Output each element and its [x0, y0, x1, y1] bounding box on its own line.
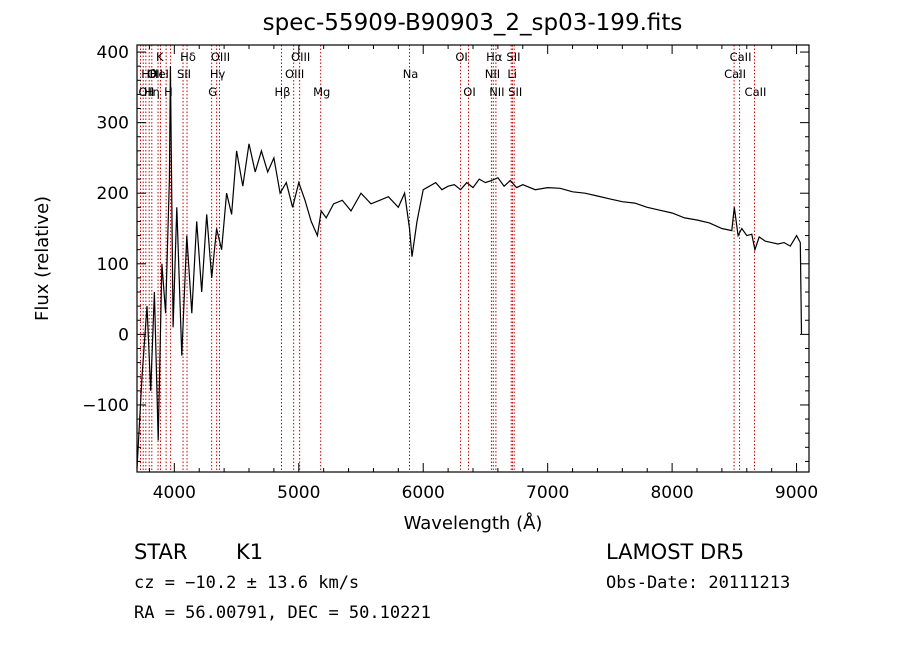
y-tick-label: 100 — [97, 255, 129, 275]
line-label: HeI — [150, 67, 169, 81]
observation-date: Obs-Date: 20111213 — [606, 573, 791, 593]
x-tick-label: 7000 — [526, 483, 569, 503]
line-marker-layer — [139, 45, 755, 472]
line-label: Hδ — [180, 50, 196, 64]
line-label: OI — [463, 85, 475, 99]
line-label: OIII — [211, 50, 230, 64]
line-label: CaII — [724, 67, 746, 81]
x-tick-label: 4000 — [153, 483, 196, 503]
line-label: NII — [489, 85, 504, 99]
line-label: SII — [177, 67, 191, 81]
line-label: K — [156, 50, 164, 64]
line-label: SII — [506, 50, 520, 64]
line-label: Hβ — [274, 85, 290, 99]
line-label: OII — [138, 85, 154, 99]
x-tick-label: 8000 — [650, 483, 693, 503]
line-label: Hγ — [210, 67, 226, 81]
line-label-layer: OIIHθHηOIIHeIKHSIIHδGHγOIIIHβOIIIOIIIMgN… — [138, 50, 766, 99]
line-label: Na — [403, 67, 419, 81]
line-label: NII — [485, 67, 500, 81]
line-label: CaII — [745, 85, 767, 99]
x-axis-label: Wavelength (Å) — [404, 512, 543, 534]
x-tick-label: 6000 — [402, 483, 445, 503]
plot-frame — [136, 44, 810, 473]
y-tick-label: 0 — [118, 325, 129, 345]
axis-ticks: 4000 5000 6000 7000 8000 9000 −100 0 100 200 300 40… — [82, 43, 818, 503]
line-label: SII — [508, 85, 522, 99]
sky-coordinates: RA = 56.00791, DEC = 50.10221 — [134, 603, 431, 623]
object-subclass: K1 — [236, 540, 264, 564]
line-label: Li — [507, 67, 517, 81]
line-label: Hθ — [141, 67, 157, 81]
x-tick-label: 5000 — [277, 483, 320, 503]
x-tick-label: 9000 — [775, 483, 818, 503]
line-label: CaII — [730, 50, 752, 64]
y-tick-label: −100 — [82, 396, 129, 416]
line-label: OI — [455, 50, 467, 64]
redshift-readout: cz = −10.2 ± 13.6 km/s — [134, 573, 360, 593]
line-label: OII — [147, 67, 163, 81]
chart-title: spec-55909-B90903_2_sp03-199.fits — [262, 10, 683, 36]
y-tick-label: 200 — [97, 184, 129, 204]
line-label: Hα — [486, 50, 503, 64]
survey-name: LAMOST DR5 — [606, 540, 745, 564]
line-label: Mg — [313, 85, 330, 99]
y-axis-label: Flux (relative) — [32, 196, 53, 321]
object-class: STAR — [134, 540, 188, 564]
line-label: H — [164, 85, 173, 99]
line-label: G — [208, 85, 217, 99]
line-label: OIII — [291, 50, 310, 64]
y-tick-label: 300 — [97, 114, 129, 134]
y-tick-label: 400 — [97, 43, 129, 63]
spectrum-line — [136, 66, 803, 469]
line-label: OIII — [285, 67, 304, 81]
line-label: Hη — [144, 85, 160, 99]
